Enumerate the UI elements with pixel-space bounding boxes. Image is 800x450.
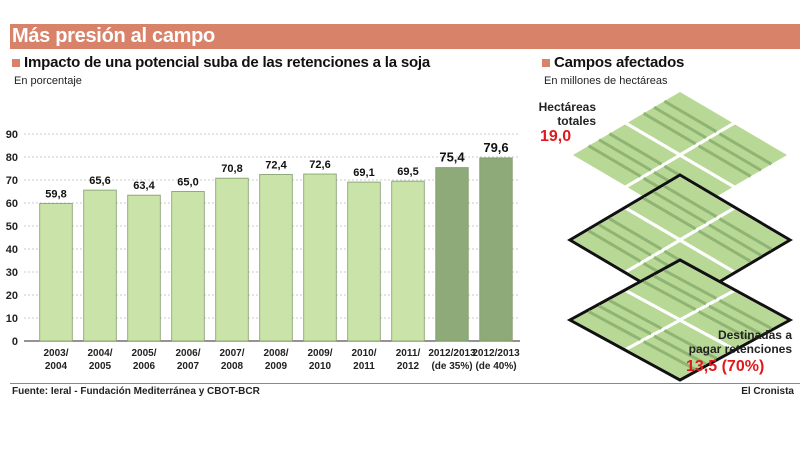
y-tick-label: 80 <box>6 152 18 164</box>
y-tick-label: 20 <box>6 290 18 302</box>
x-tick-label: 2004 <box>45 361 68 372</box>
x-tick-label: 2007/ <box>219 348 244 359</box>
source-note: Fuente: Ieral - Fundación Mediterránea y… <box>12 386 260 397</box>
x-tick-label: 2011 <box>353 361 375 372</box>
y-tick-label: 90 <box>6 129 18 141</box>
left-subtitle-marker <box>12 59 20 67</box>
data-label: 65,6 <box>89 175 110 187</box>
bar <box>435 167 469 342</box>
bar <box>347 181 381 342</box>
x-tick-label: 2012 <box>397 361 420 372</box>
data-label: 69,1 <box>353 167 374 179</box>
bar <box>83 189 117 342</box>
destined-label-line-2: pagar retenciones <box>688 342 792 356</box>
data-label: 72,4 <box>265 159 287 171</box>
chart-unit: En porcentaje <box>14 75 82 87</box>
x-tick-label: 2006/ <box>175 348 200 359</box>
x-tick-label: 2005/ <box>131 348 156 359</box>
x-tick-label: 2008/ <box>263 348 288 359</box>
fields-unit: En millones de hectáreas <box>544 75 668 87</box>
x-tick-label: 2010/ <box>351 348 376 359</box>
x-tick-label: (de 35%) <box>431 361 472 372</box>
x-tick-label: 2007 <box>177 361 200 372</box>
bar <box>303 173 337 342</box>
x-tick-label: (de 40%) <box>475 361 516 372</box>
y-tick-label: 10 <box>6 313 18 325</box>
fields-subtitle: Campos afectados <box>554 54 685 71</box>
bar <box>127 194 161 342</box>
x-tick-label: 2005 <box>89 361 112 372</box>
x-tick-label: 2003/ <box>43 348 68 359</box>
field-plot <box>566 258 794 382</box>
data-label: 65,0 <box>177 177 198 189</box>
data-label: 79,6 <box>483 140 508 155</box>
total-label-line-2: totales <box>557 114 596 128</box>
y-tick-label: 60 <box>6 198 18 210</box>
bar <box>215 177 249 342</box>
x-tick-label: 2009/ <box>307 348 332 359</box>
chart-subtitle: Impacto de una potencial suba de las ret… <box>24 54 431 71</box>
data-label: 59,8 <box>45 188 66 200</box>
bar <box>39 203 73 342</box>
data-label: 72,6 <box>309 159 330 171</box>
brand-name: El Cronista <box>741 386 794 397</box>
page-title: Más presión al campo <box>12 25 215 47</box>
x-tick-label: 2006 <box>133 361 156 372</box>
total-value: 19,0 <box>540 128 572 145</box>
x-tick-label: 2012/2013 <box>428 348 476 359</box>
y-tick-label: 70 <box>6 175 18 187</box>
data-label: 63,4 <box>133 180 155 192</box>
fields-illustration <box>566 92 794 382</box>
header-band <box>10 24 800 49</box>
x-tick-label: 2008 <box>221 361 244 372</box>
destined-value: 13,5 (70%) <box>686 358 765 375</box>
data-label: 70,8 <box>221 163 242 175</box>
data-label: 69,5 <box>397 166 418 178</box>
total-label-line-1: Hectáreas <box>538 100 596 114</box>
x-tick-label: 2009 <box>265 361 288 372</box>
x-tick-label: 2012/2013 <box>472 348 520 359</box>
bar <box>479 157 513 342</box>
total-label: Hectáreas totales <box>520 100 596 128</box>
y-tick-label: 40 <box>6 244 18 256</box>
y-tick-label: 0 <box>12 336 18 348</box>
y-tick-label: 30 <box>6 267 18 279</box>
data-label: 75,4 <box>439 150 465 165</box>
footer-divider <box>10 383 800 384</box>
x-tick-label: 2010 <box>309 361 332 372</box>
destined-label: Destinadas a pagar retenciones <box>650 328 792 356</box>
x-tick-label: 2004/ <box>87 348 112 359</box>
x-tick-label: 2011/ <box>396 348 421 359</box>
y-tick-label: 50 <box>6 221 18 233</box>
right-subtitle-marker <box>542 59 550 67</box>
bar <box>391 180 425 342</box>
bar <box>259 174 293 342</box>
bar <box>171 191 205 342</box>
destined-label-line-1: Destinadas a <box>717 328 792 342</box>
